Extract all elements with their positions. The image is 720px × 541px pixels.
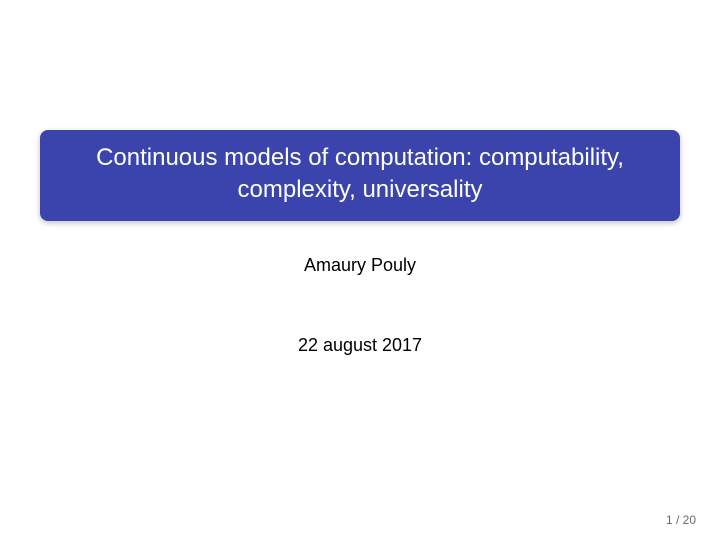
title-block: Continuous models of computation: comput… — [40, 130, 680, 221]
title-line-2: complexity, universality — [60, 174, 660, 206]
title-line-1: Continuous models of computation: comput… — [60, 142, 660, 174]
author: Amaury Pouly — [0, 255, 720, 276]
date: 22 august 2017 — [0, 335, 720, 356]
slide: Continuous models of computation: comput… — [0, 0, 720, 541]
page-number: 1 / 20 — [666, 513, 696, 527]
